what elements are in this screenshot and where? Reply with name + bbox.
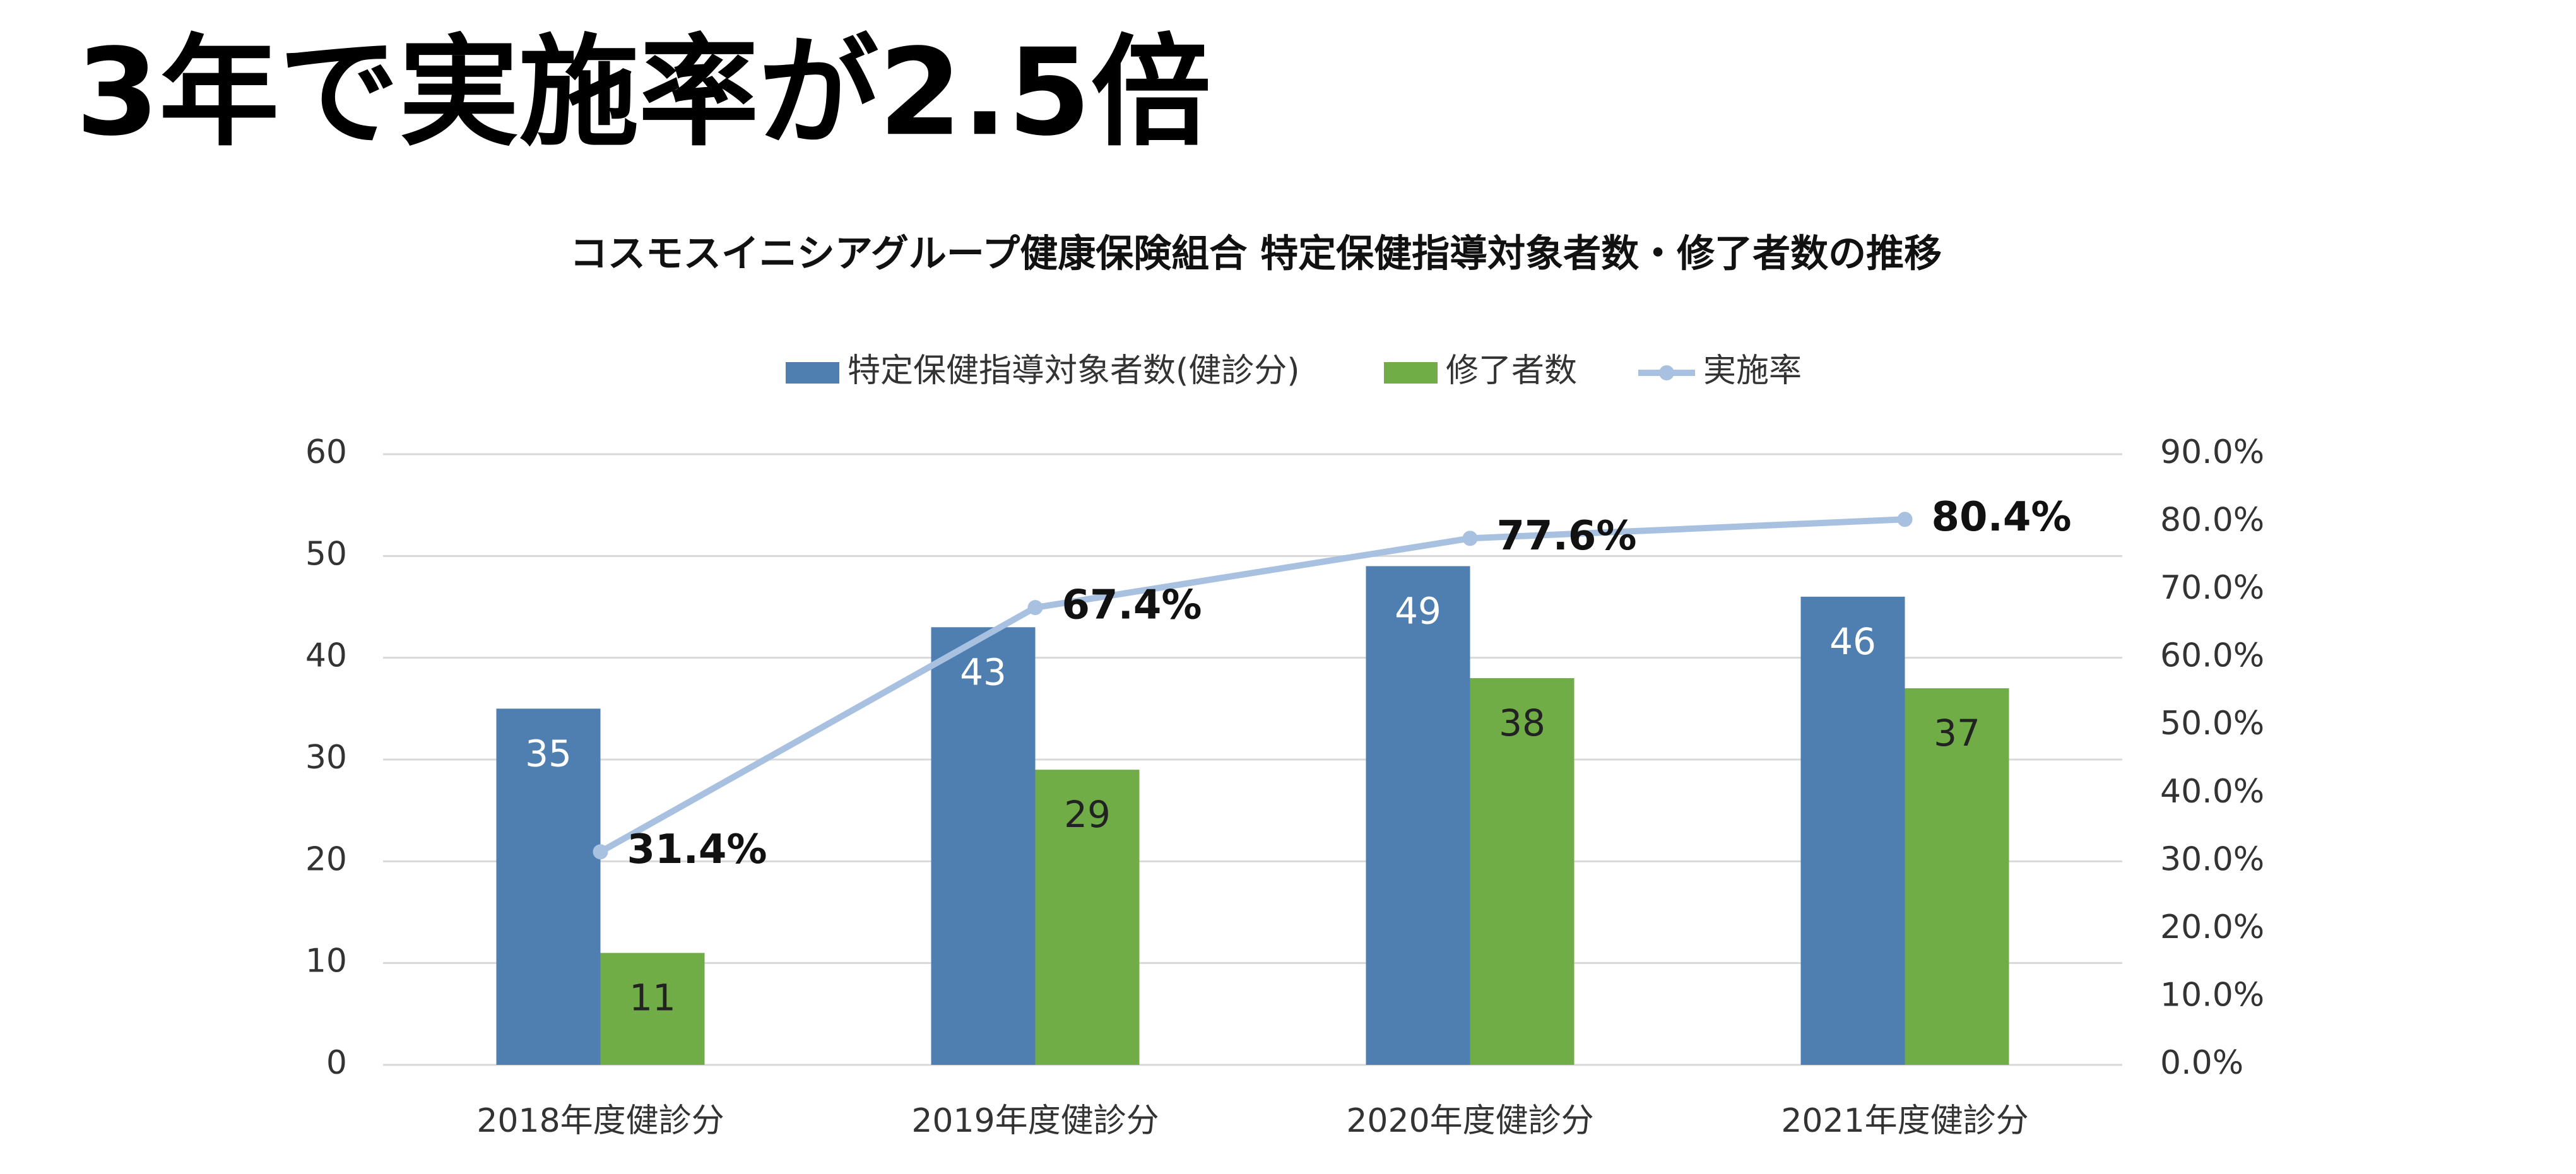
x-tick-label: 2021年度健診分	[1781, 1102, 2028, 1140]
legend-label: 特定保健指導対象者数(健診分)	[848, 352, 1300, 390]
y2-tick-label: 40.0%	[2160, 773, 2264, 811]
y2-tick-label: 60.0%	[2160, 637, 2264, 675]
bar	[1905, 688, 2009, 1065]
legend-swatch	[1384, 362, 1438, 384]
bar-value-label: 11	[629, 977, 676, 1019]
bar-value-label: 49	[1395, 590, 1441, 633]
y2-tick-label: 0.0%	[2160, 1044, 2243, 1082]
line-series	[599, 516, 1905, 855]
x-tick-label: 2018年度健診分	[476, 1102, 724, 1140]
y-tick-label: 0	[326, 1044, 347, 1082]
y2-tick-label: 70.0%	[2160, 569, 2264, 607]
y2-tick-label: 90.0%	[2160, 433, 2264, 471]
bar-value-label: 29	[1064, 793, 1111, 836]
line-value-label: 80.4%	[1932, 494, 2072, 541]
bar-value-label: 46	[1829, 620, 1876, 663]
y-tick-label: 40	[305, 637, 347, 675]
legend-swatch	[786, 362, 839, 384]
y-tick-label: 60	[305, 433, 347, 471]
x-tick-label: 2020年度健診分	[1346, 1102, 1593, 1140]
bar	[496, 708, 601, 1065]
legend-swatch-marker	[1659, 365, 1674, 380]
chart-title: コスモスイニシアグループ健康保険組合 特定保健指導対象者数・修了者数の推移	[570, 232, 1942, 276]
bar	[1035, 770, 1140, 1065]
line-marker	[1897, 512, 1913, 527]
bar-value-label: 38	[1499, 701, 1545, 744]
bar-value-label: 35	[525, 732, 572, 775]
line-value-label: 31.4%	[627, 826, 767, 873]
bar	[931, 627, 1036, 1065]
y2-tick-label: 50.0%	[2160, 705, 2264, 743]
bar-value-label: 43	[960, 650, 1007, 693]
line-value-label: 67.4%	[1062, 582, 1202, 629]
bar	[1470, 678, 1575, 1065]
line-marker	[1027, 600, 1043, 616]
legend-label: 実施率	[1703, 352, 1802, 390]
main-title: 3年で実施率が2.5倍	[76, 23, 1211, 162]
y-tick-label: 50	[305, 535, 347, 573]
bar	[1800, 596, 1905, 1065]
y-tick-label: 30	[305, 739, 347, 777]
bar-value-label: 37	[1934, 712, 1980, 754]
line-value-label: 77.6%	[1497, 513, 1637, 560]
y-tick-label: 10	[305, 942, 347, 980]
x-tick-label: 2019年度健診分	[911, 1102, 1159, 1140]
y2-tick-label: 20.0%	[2160, 908, 2264, 946]
y2-tick-label: 80.0%	[2160, 502, 2264, 539]
bar	[600, 953, 705, 1065]
line-marker	[1462, 531, 1478, 546]
legend-label: 修了者数	[1446, 352, 1577, 390]
y2-tick-label: 10.0%	[2160, 976, 2264, 1014]
y-tick-label: 20	[305, 840, 347, 878]
bar	[1366, 566, 1470, 1065]
y2-tick-label: 30.0%	[2160, 840, 2264, 878]
line-marker	[593, 844, 608, 860]
